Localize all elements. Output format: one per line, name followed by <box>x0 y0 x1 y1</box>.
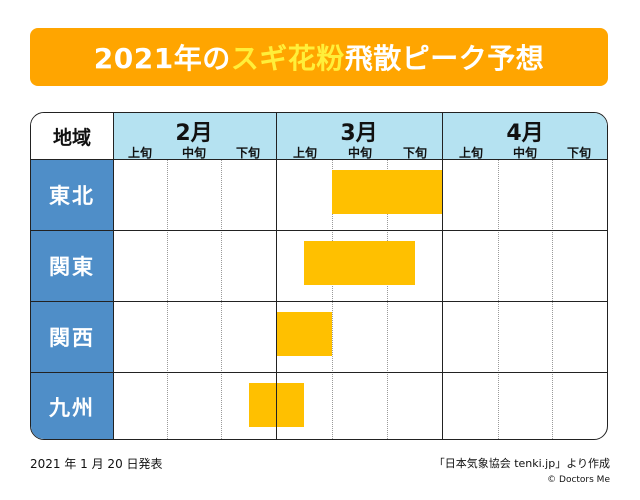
title-suffix: 飛散ピーク予想 <box>344 42 545 75</box>
month-feb: 2月 <box>175 121 213 146</box>
dekad-feb-late: 下旬 <box>235 146 260 160</box>
gridline-dekad <box>221 159 222 439</box>
row-divider <box>31 159 607 160</box>
month-header-bg <box>113 113 607 159</box>
dekad-apr-early: 上旬 <box>458 146 483 160</box>
col-divider <box>276 113 277 439</box>
title-banner: 2021年の スギ花粉 飛散ピーク予想 <box>30 28 608 86</box>
region-header: 地域 <box>31 113 113 159</box>
row-divider <box>31 301 607 302</box>
gridline-dekad <box>498 159 499 439</box>
month-mar: 3月 <box>340 121 378 146</box>
region-column <box>31 159 113 439</box>
month-apr: 4月 <box>506 121 544 146</box>
region-tohoku: 東北 <box>49 183 95 208</box>
peak-bar <box>276 312 332 356</box>
row-divider <box>31 372 607 373</box>
peak-bar <box>304 241 415 285</box>
publish-date: 2021 年 1 月 20 日発表 <box>30 457 163 471</box>
title-highlight: スギ花粉 <box>230 42 345 75</box>
title-prefix: 2021年の <box>93 42 231 75</box>
region-kanto: 関東 <box>49 254 95 279</box>
col-divider <box>113 113 114 439</box>
region-kyushu: 九州 <box>49 395 95 420</box>
gridline-dekad <box>332 159 333 439</box>
row-divider <box>31 230 607 231</box>
dekad-mar-late: 下旬 <box>402 146 427 160</box>
gridline-dekad <box>167 159 168 439</box>
gridline-dekad <box>387 159 388 439</box>
dekad-mar-mid: 中旬 <box>347 146 372 160</box>
col-divider <box>442 113 443 439</box>
gridline-dekad <box>552 159 553 439</box>
dekad-mar-early: 上旬 <box>292 146 317 160</box>
source-note: 「日本気象協会 tenki.jp」より作成 <box>433 457 610 470</box>
copyright-credit: © Doctors Me <box>547 475 610 485</box>
region-kansai: 関西 <box>49 325 95 350</box>
dekad-feb-early: 上旬 <box>127 146 152 160</box>
dekad-apr-late: 下旬 <box>566 146 591 160</box>
peak-bar <box>332 170 442 214</box>
dekad-apr-mid: 中旬 <box>512 146 537 160</box>
forecast-table: 地域 2月 3月 4月 上旬 中旬 下旬 上旬 中旬 下旬 上旬 中旬 下旬 東… <box>30 112 608 440</box>
dekad-feb-mid: 中旬 <box>181 146 206 160</box>
